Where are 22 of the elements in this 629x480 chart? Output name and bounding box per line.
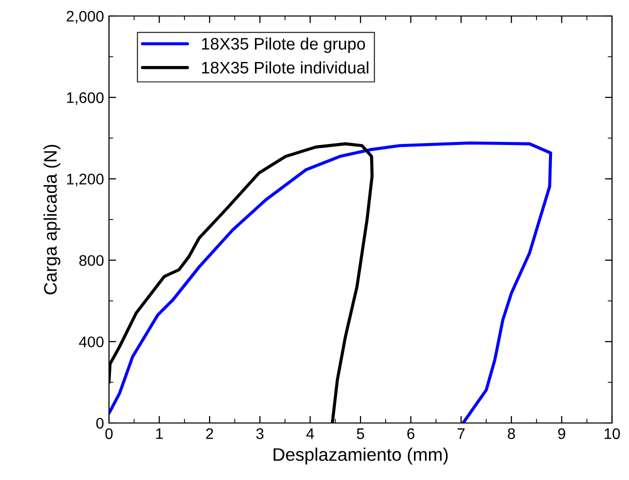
- x-tick-label: 1: [156, 428, 163, 439]
- legend-label: 18X35 Pilote individual: [202, 61, 368, 74]
- x-tick-label: 3: [256, 428, 264, 440]
- y-tick-label: 1,600: [67, 92, 104, 105]
- x-tick-label: 7: [458, 428, 465, 439]
- x-tick-label: 9: [558, 428, 566, 440]
- x-tick-label: 6: [407, 428, 414, 440]
- x-tick-label: 8: [508, 428, 515, 440]
- y-tick-label: 1,200: [67, 174, 104, 186]
- x-tick-label: 2: [206, 428, 214, 439]
- x-tick-label: 4: [306, 428, 314, 439]
- y-tick-label: 400: [79, 336, 104, 348]
- y-tick-label: 800: [79, 255, 104, 266]
- x-tick-label: 0: [105, 428, 113, 440]
- y-axis-title: Carga aplicada (N): [44, 144, 60, 294]
- line-series: [109, 141, 552, 423]
- legend-label: 18X35 Pilote de grupo: [202, 37, 366, 54]
- y-tick-label: 2,000: [66, 10, 104, 24]
- y-tick-label: 0: [96, 418, 104, 429]
- x-tick-label: 5: [356, 428, 364, 440]
- x-tick-label: 10: [604, 428, 620, 440]
- x-axis-title: Desplazamiento (mm): [274, 448, 448, 464]
